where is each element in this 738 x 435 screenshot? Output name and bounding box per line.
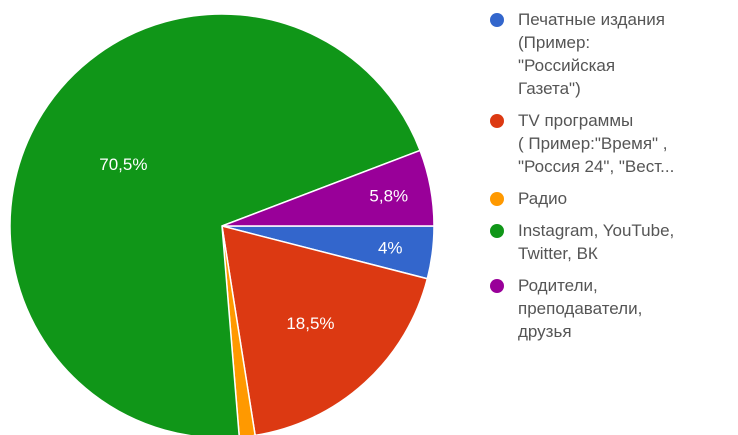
legend-item-tv: TV программы ( Пример:"Время" , "Россия … bbox=[488, 109, 736, 178]
slice-label-tv: 18,5% bbox=[286, 314, 334, 333]
legend-swatch-social bbox=[490, 224, 504, 238]
legend-swatch-people bbox=[490, 279, 504, 293]
slice-label-people: 5,8% bbox=[369, 186, 408, 205]
pie-labels: 4% 18,5% 70,5% 5,8% bbox=[99, 155, 408, 333]
legend: Печатные издания (Пример: "Российская Га… bbox=[488, 8, 736, 352]
pie-slice-social bbox=[9, 13, 422, 435]
pie-slice-tv bbox=[221, 224, 429, 435]
pie-chart: 4% 18,5% 70,5% 5,8% bbox=[9, 13, 435, 435]
legend-item-print: Печатные издания (Пример: "Российская Га… bbox=[488, 8, 736, 100]
slice-label-print: 4% bbox=[378, 238, 403, 257]
legend-item-social: Instagram, YouTube, Twitter, ВК bbox=[488, 219, 736, 265]
slice-label-social: 70,5% bbox=[99, 155, 147, 174]
legend-swatch-radio bbox=[490, 192, 504, 206]
legend-swatch-tv bbox=[490, 114, 504, 128]
legend-item-radio: Радио bbox=[488, 187, 736, 210]
legend-label-print: Печатные издания (Пример: "Российская Га… bbox=[518, 10, 665, 98]
pie-slice-radio bbox=[221, 225, 256, 435]
legend-label-radio: Радио bbox=[518, 189, 568, 208]
legend-swatch-print bbox=[490, 13, 504, 27]
pie-slices bbox=[9, 13, 435, 435]
pie-slice-people bbox=[221, 149, 435, 227]
legend-label-social: Instagram, YouTube, Twitter, ВК bbox=[518, 221, 675, 263]
legend-label-people: Родители, преподаватели, друзья bbox=[518, 276, 643, 341]
legend-label-tv: TV программы ( Пример:"Время" , "Россия … bbox=[518, 111, 675, 176]
legend-item-people: Родители, преподаватели, друзья bbox=[488, 274, 736, 343]
